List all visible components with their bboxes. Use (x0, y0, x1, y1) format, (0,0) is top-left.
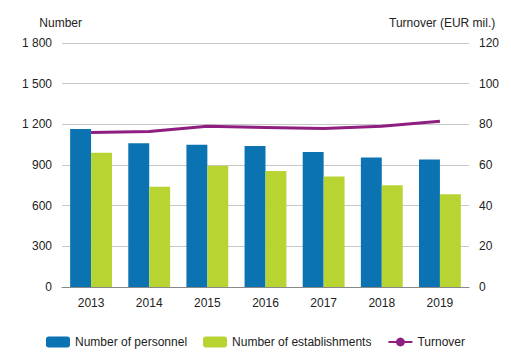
svg-text:2015: 2015 (194, 296, 221, 310)
svg-text:1 800: 1 800 (22, 36, 52, 50)
svg-text:120: 120 (479, 36, 499, 50)
svg-text:0: 0 (45, 280, 52, 294)
svg-text:100: 100 (479, 77, 499, 91)
svg-text:1 500: 1 500 (22, 77, 52, 91)
svg-text:Number of personnel: Number of personnel (75, 335, 187, 349)
svg-text:Number of establishments: Number of establishments (232, 335, 371, 349)
svg-text:2017: 2017 (310, 296, 337, 310)
svg-text:1 200: 1 200 (22, 117, 52, 131)
svg-text:20: 20 (479, 239, 493, 253)
svg-text:300: 300 (32, 239, 52, 253)
svg-text:0: 0 (479, 280, 486, 294)
svg-text:Number: Number (39, 16, 82, 30)
svg-text:900: 900 (32, 158, 52, 172)
svg-text:600: 600 (32, 199, 52, 213)
svg-text:40: 40 (479, 199, 493, 213)
svg-text:2013: 2013 (78, 296, 105, 310)
svg-text:Turnover: Turnover (417, 335, 465, 349)
svg-text:2016: 2016 (252, 296, 279, 310)
svg-text:Turnover (EUR mil.): Turnover (EUR mil.) (389, 16, 495, 30)
svg-text:60: 60 (479, 158, 493, 172)
svg-text:80: 80 (479, 117, 493, 131)
svg-text:2014: 2014 (136, 296, 163, 310)
svg-text:2018: 2018 (368, 296, 395, 310)
svg-text:2019: 2019 (427, 296, 454, 310)
